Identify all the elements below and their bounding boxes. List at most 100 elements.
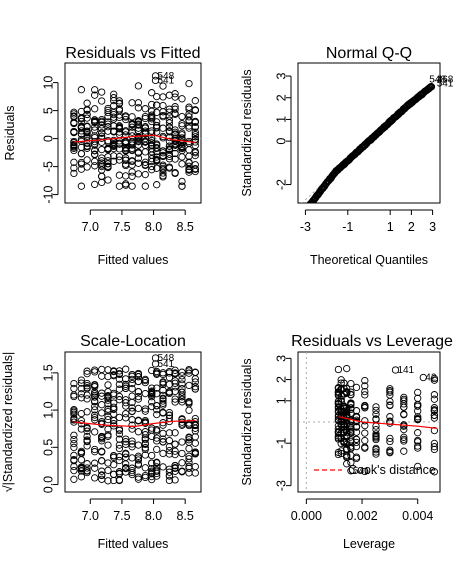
data-point [414,415,422,423]
data-point [110,461,118,469]
data-point [134,392,143,401]
data-point [361,376,369,385]
data-point [104,176,112,184]
data-point [414,444,422,452]
data-point [352,423,361,431]
data-point [70,431,78,439]
data-point [185,79,193,88]
data-point [185,406,193,414]
point-label: 141 [397,365,414,376]
data-point [372,450,380,458]
data-point [128,385,136,393]
data-point [98,125,106,133]
data-point [122,382,130,390]
data-point [104,123,112,131]
data-point [148,432,156,441]
data-point [165,436,174,445]
y-tick-label: -2 [274,179,288,190]
data-point [153,445,161,454]
point-label: 548 [157,353,174,364]
data-point [347,467,355,475]
data-point [141,419,149,427]
data-point [191,462,199,471]
data-point [128,157,136,165]
data-point [110,139,118,148]
plot-frame [64,351,202,493]
data-point [115,122,124,130]
data-point [191,106,199,114]
data-point [141,405,149,413]
data-point [171,387,179,396]
data-point [347,390,355,399]
data-point [134,377,143,386]
data-point [372,403,380,411]
data-point [83,99,91,107]
data-point [425,84,433,93]
data-point [171,467,179,475]
data-point [134,159,143,167]
data-point [122,460,130,468]
data-point [400,425,408,434]
data-point [159,93,167,101]
data-point [83,382,91,390]
y-axis: 0.0 0.5 1.0 1.5 [41,364,59,493]
data-point [153,92,161,101]
data-point [122,410,130,418]
data-point [134,138,143,146]
data-point [91,132,99,140]
data-point [185,458,193,467]
data-point [91,445,99,454]
panel-title: Residuals vs Leverage [291,333,453,350]
data-point [191,469,199,477]
data-point [361,444,369,452]
data-point [110,399,118,407]
data-point [414,429,422,437]
point-label: 548 [157,71,174,82]
data-point [141,464,149,472]
data-point [185,113,193,121]
data-point [83,442,91,450]
data-point [70,118,78,127]
data-point [171,128,179,136]
data-point [98,457,106,465]
y-axis-label: √|Standardized residuals| [1,352,15,493]
data-point [148,472,156,481]
data-point [77,385,86,393]
data-point [77,473,86,481]
data-point [98,172,106,181]
data-point [77,449,86,457]
data-point [128,392,136,400]
data-point [134,452,143,460]
data-point [414,407,422,415]
x-tick-label: 8.5 [176,220,193,234]
data-point [185,365,193,374]
smooth-curve [73,134,196,144]
data-point [151,354,160,362]
data-point [77,416,86,425]
data-point [191,147,199,156]
data-point [83,144,91,152]
point-label: 42 [425,372,437,383]
data-point [178,421,186,429]
data-point [83,432,91,441]
legend-label: Cook's distance [348,463,436,477]
data-point [91,137,99,146]
data-point [141,105,149,113]
data-point [347,458,355,467]
data-point [98,372,106,380]
data-point [91,157,99,166]
data-point [347,442,355,450]
data-point [91,368,99,376]
data-point [83,391,91,399]
data-point [191,450,199,458]
data-point [148,136,156,145]
data-point [334,365,343,374]
data-point [171,105,179,113]
data-point [343,445,351,453]
data-point [91,411,99,419]
data-point [70,407,78,415]
data-point [352,454,361,463]
